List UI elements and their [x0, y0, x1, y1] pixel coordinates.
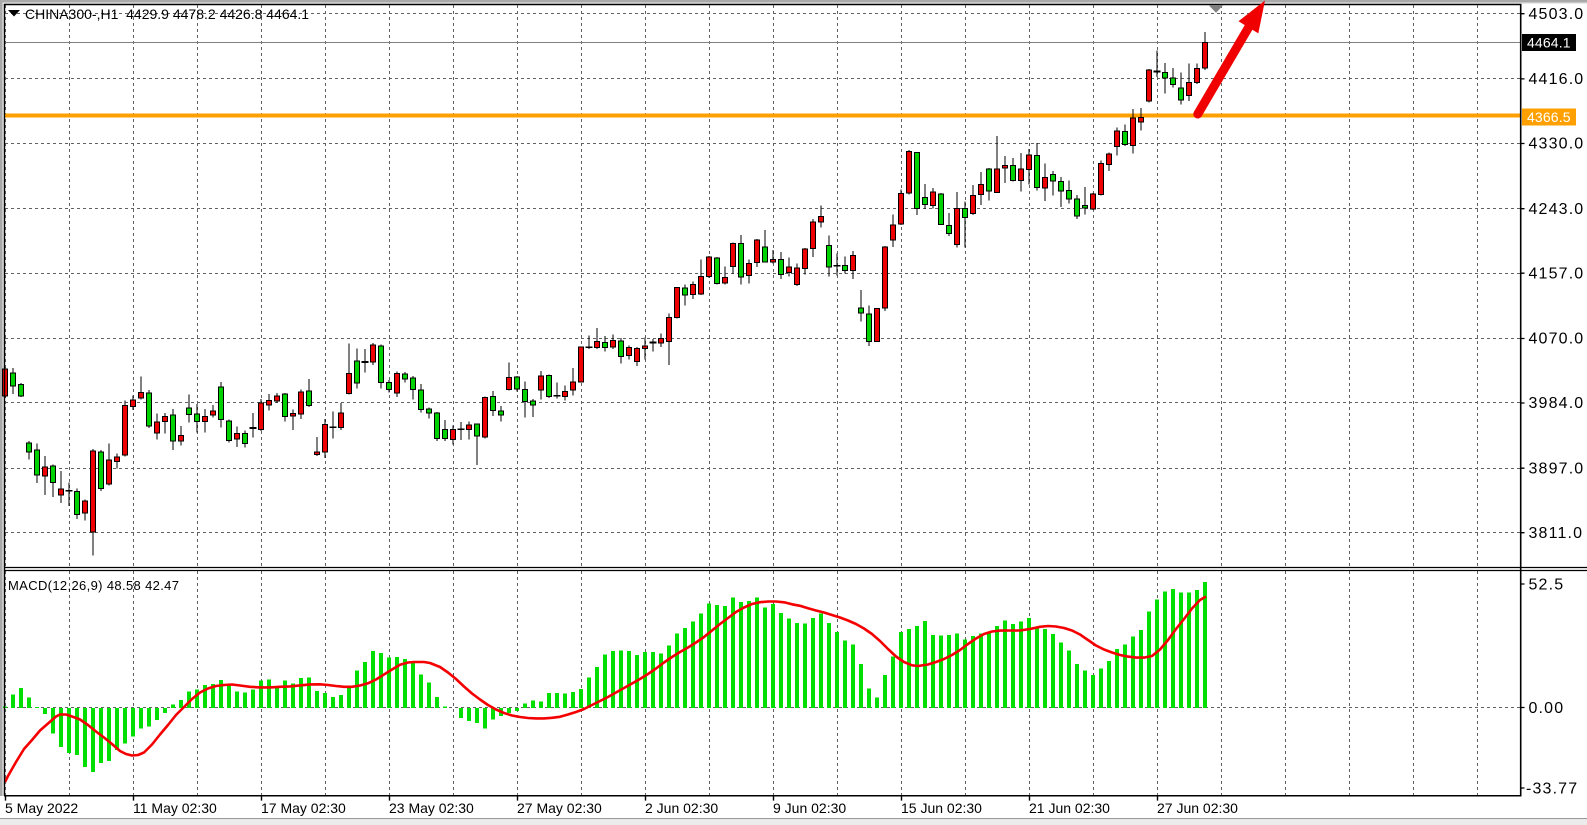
svg-text:4464.1: 4464.1	[1527, 34, 1571, 50]
svg-text:-33.77: -33.77	[1526, 780, 1578, 797]
svg-text:27 May 02:30: 27 May 02:30	[517, 800, 602, 816]
svg-text:4366.5: 4366.5	[1527, 109, 1571, 125]
svg-text:23 May 02:30: 23 May 02:30	[389, 800, 474, 816]
svg-text:3984.0: 3984.0	[1529, 395, 1585, 412]
svg-text:4070.0: 4070.0	[1529, 331, 1585, 348]
svg-text:4416.0: 4416.0	[1529, 71, 1585, 88]
svg-text:4243.0: 4243.0	[1529, 201, 1585, 218]
svg-text:52.5: 52.5	[1529, 576, 1565, 593]
svg-text:15 Jun 02:30: 15 Jun 02:30	[901, 800, 982, 816]
svg-text:9 Jun 02:30: 9 Jun 02:30	[773, 800, 846, 816]
svg-text:2 Jun 02:30: 2 Jun 02:30	[645, 800, 718, 816]
svg-text:17 May 02:30: 17 May 02:30	[261, 800, 346, 816]
svg-text:5 May 2022: 5 May 2022	[5, 800, 78, 816]
svg-text:4503.0: 4503.0	[1529, 6, 1585, 23]
svg-text:11 May 02:30: 11 May 02:30	[133, 800, 217, 816]
svg-text:4330.0: 4330.0	[1529, 136, 1585, 153]
svg-text:27 Jun 02:30: 27 Jun 02:30	[1157, 800, 1238, 816]
svg-text:CHINA300-,H1 4429.9 4478.2 44: CHINA300-,H1 4429.9 4478.2 4426.8 4464.1	[25, 6, 309, 22]
svg-text:21 Jun 02:30: 21 Jun 02:30	[1029, 800, 1110, 816]
svg-text:3897.0: 3897.0	[1529, 460, 1585, 477]
svg-text:4157.0: 4157.0	[1529, 265, 1585, 282]
svg-text:0.00: 0.00	[1529, 700, 1565, 717]
svg-text:MACD(12,26,9) 48.58 42.47: MACD(12,26,9) 48.58 42.47	[8, 578, 179, 593]
svg-text:3811.0: 3811.0	[1529, 525, 1584, 542]
